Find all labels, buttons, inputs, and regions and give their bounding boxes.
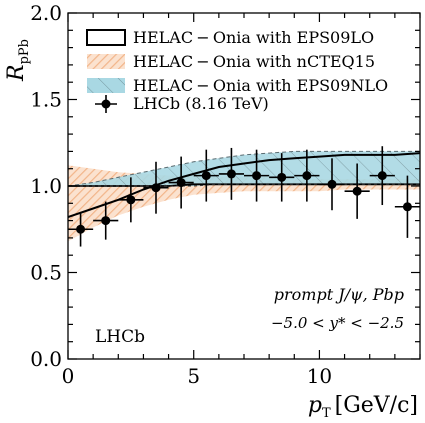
lhcb-marker (352, 186, 362, 196)
eps09nlo-band-layer (68, 150, 420, 187)
process-annotation: prompt J/ψ, Pbp (274, 285, 404, 304)
lhcb-marker (126, 195, 136, 205)
plot-area (68, 146, 420, 247)
lhcb-marker (226, 169, 236, 179)
legend-swatch-ncteq15 (87, 54, 125, 69)
x-axis-label-unit: [GeV/c] (335, 393, 418, 418)
y-axis-label: RpPb (4, 39, 32, 82)
lhcb-marker (277, 172, 287, 182)
x-tick-label: 5 (187, 364, 200, 388)
lhcb-data-point (394, 175, 420, 238)
lhcb-marker (76, 224, 86, 234)
legend-swatch-lhcb (95, 95, 117, 113)
y-axis-label-sub: pPb (17, 39, 32, 64)
y-tick-label: 1.5 (30, 88, 62, 112)
legend-label-ncteq15: HELAC − Onia with nCTEQ15 (133, 52, 375, 71)
y-tick-label: 2.0 (30, 1, 62, 25)
legend-swatch-eps09nlo (87, 78, 125, 93)
lhcb-marker (151, 183, 161, 193)
experiment-label: LHCb (95, 327, 145, 347)
x-tick-label: 10 (307, 364, 332, 388)
lhcb-data-point (344, 163, 370, 219)
lhcb-marker (201, 171, 211, 181)
lhcb-data-point (319, 158, 345, 211)
legend-label-eps09nlo: HELAC − Onia with EPS09NLO (133, 76, 388, 95)
x-axis-label-main: p (308, 393, 322, 418)
lhcb-data-point (244, 149, 270, 202)
lhcb-data-point (193, 149, 219, 202)
legend-label-eps09lo: HELAC − Onia with EPS09LO (133, 28, 374, 47)
x-axis-label-sub: T (322, 406, 331, 421)
lhcb-marker (327, 179, 337, 189)
y-tick-label: 1.0 (30, 174, 62, 198)
x-axis-label: pT [GeV/c] (308, 393, 418, 421)
lhcb-data-point (143, 161, 169, 214)
y-tick-label: 0.0 (30, 347, 62, 371)
y-tick-label: 0.5 (30, 261, 62, 285)
lhcb-data-point (68, 211, 94, 247)
eps09nlo-upper-edge (68, 150, 420, 187)
legend-swatch-eps09lo (86, 29, 126, 46)
lhcb-marker (402, 202, 412, 212)
lhcb-data-point (218, 147, 244, 200)
lhcb-data-point (269, 153, 295, 202)
lhcb-data-point (118, 177, 144, 223)
eps09lo-line-layer (68, 152, 420, 219)
lhcb-marker (176, 178, 186, 188)
lhcb-marker (377, 171, 387, 181)
lhcb-marker (252, 171, 262, 181)
eps09nlo-lower-edge (68, 183, 420, 187)
eps09lo-lower-line (68, 152, 420, 219)
eps09nlo-band (68, 151, 420, 186)
axis-ticks: 0 5 10 0.0 0.5 1.0 1.5 2.0 (30, 1, 421, 388)
y-axis-label-main: R (4, 64, 29, 82)
legend-label-lhcb: LHCb (8.16 TeV) (133, 94, 269, 113)
lhcb-data-point (294, 149, 320, 202)
rapidity-annotation: −5.0 < y* < −2.5 (271, 314, 404, 332)
lhcb-marker (302, 171, 312, 181)
x-tick-label: 0 (62, 364, 75, 388)
legend: HELAC − Onia with EPS09LO HELAC − Onia w… (86, 28, 388, 113)
lhcb-data-point (369, 146, 395, 206)
lhcb-data-point (93, 201, 119, 240)
lhcb-points-layer (68, 146, 420, 247)
lhcb-marker (101, 216, 111, 226)
lhcb-data-point (168, 156, 194, 209)
